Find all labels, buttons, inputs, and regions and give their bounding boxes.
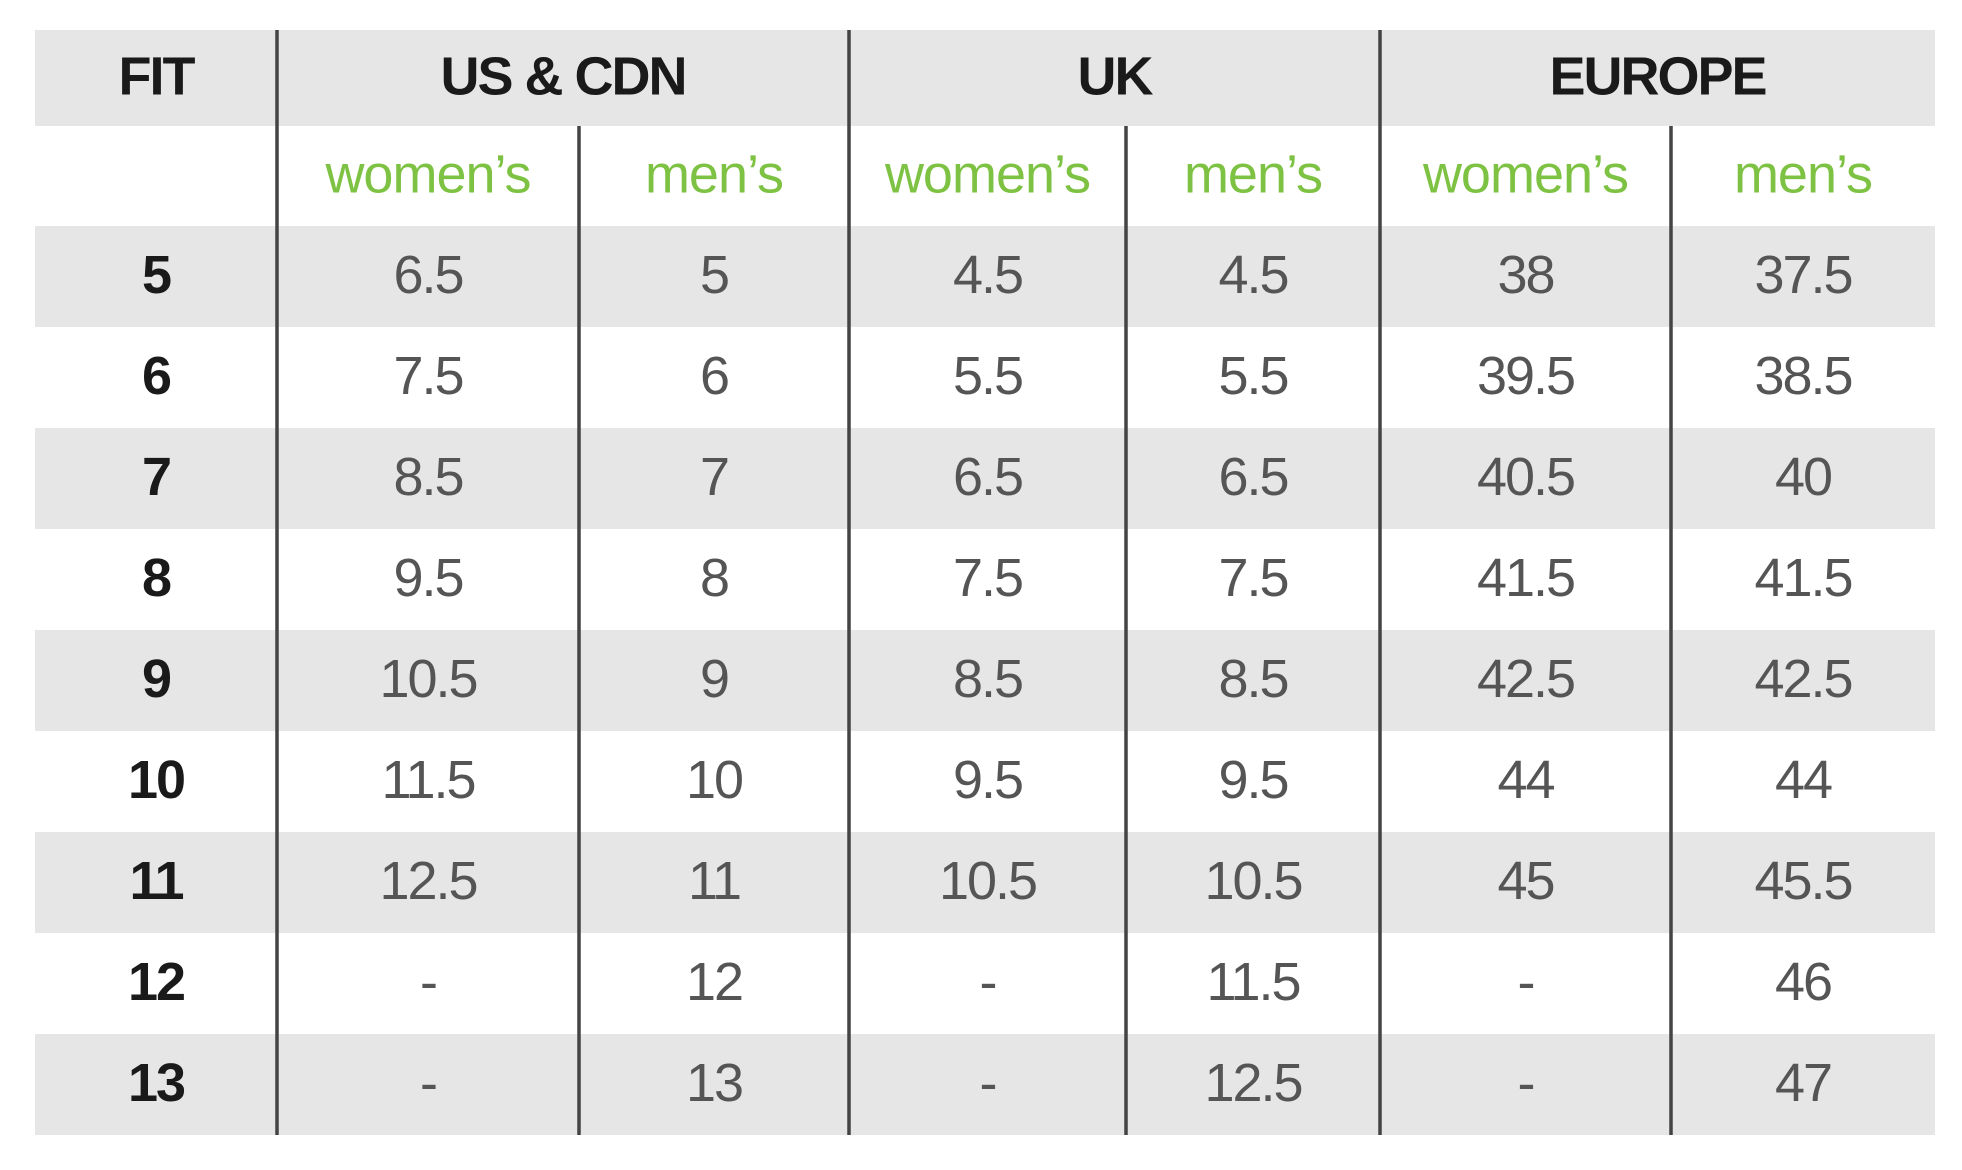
size-cell: 4.5 <box>1218 245 1287 305</box>
size-cell: 11.5 <box>1206 952 1299 1012</box>
size-cell: 41.5 <box>1754 548 1851 608</box>
size-cell: 7.5 <box>1218 548 1287 608</box>
size-cell: 45 <box>1497 851 1553 911</box>
size-cell: 10.5 <box>379 649 476 709</box>
fit-cell: 5 <box>142 245 171 305</box>
size-cell: 38.5 <box>1754 346 1851 406</box>
size-cell: 8.5 <box>393 447 462 507</box>
size-cell: 5 <box>700 245 728 305</box>
size-cell: 8.5 <box>1218 649 1287 709</box>
sub-header: men’s <box>645 144 783 204</box>
size-cell: 41.5 <box>1477 548 1574 608</box>
size-cell: 9.5 <box>953 750 1022 810</box>
fit-cell: 9 <box>142 649 171 709</box>
size-cell: 42.5 <box>1477 649 1574 709</box>
row-bg <box>35 1034 1935 1135</box>
size-cell: 37.5 <box>1754 245 1851 305</box>
size-cell: - <box>1518 952 1534 1012</box>
fit-cell: 7 <box>142 447 170 507</box>
size-cell: 39.5 <box>1477 346 1574 406</box>
size-cell: 12.5 <box>379 851 476 911</box>
size-cell: 4.5 <box>953 245 1022 305</box>
size-cell: 12 <box>686 952 742 1012</box>
fit-cell: 13 <box>128 1053 185 1113</box>
size-cell: 6 <box>700 346 728 406</box>
sub-header: women’s <box>1422 144 1628 204</box>
size-cell: 44 <box>1775 750 1832 810</box>
row-bg <box>35 630 1935 731</box>
row-bg <box>35 832 1935 933</box>
size-cell: 11.5 <box>381 750 474 810</box>
size-cell: 7 <box>700 447 728 507</box>
size-cell: 5.5 <box>1218 346 1287 406</box>
sub-header: men’s <box>1184 144 1322 204</box>
size-cell: 9.5 <box>1218 750 1287 810</box>
group-header: UK <box>1078 46 1154 106</box>
sub-header: men’s <box>1734 144 1872 204</box>
size-cell: - <box>980 1053 996 1113</box>
size-cell: 10.5 <box>939 851 1036 911</box>
row-bg <box>35 226 1935 327</box>
row-bg <box>35 428 1935 529</box>
size-cell: 7.5 <box>953 548 1022 608</box>
group-header: US & CDN <box>440 46 685 106</box>
size-cell: 11 <box>688 851 740 911</box>
size-cell: 42.5 <box>1754 649 1851 709</box>
size-cell: 10.5 <box>1204 851 1301 911</box>
size-cell: 8.5 <box>953 649 1022 709</box>
fit-header: FIT <box>119 46 196 106</box>
size-cell: 44 <box>1497 750 1554 810</box>
size-cell: 38 <box>1497 245 1553 305</box>
fit-cell: 11 <box>129 851 183 911</box>
size-cell: 9 <box>700 649 728 709</box>
sub-header: women’s <box>324 144 530 204</box>
size-cell: 5.5 <box>953 346 1022 406</box>
header-bg <box>35 30 1935 126</box>
sub-header: women’s <box>884 144 1090 204</box>
size-cell: 13 <box>686 1053 742 1113</box>
size-cell: 6.5 <box>953 447 1022 507</box>
fit-cell: 10 <box>128 750 184 810</box>
fit-cell: 8 <box>142 548 171 608</box>
size-cell: 7.5 <box>393 346 462 406</box>
size-cell: 45.5 <box>1754 851 1851 911</box>
size-cell: - <box>1518 1053 1534 1113</box>
size-cell: 9.5 <box>393 548 462 608</box>
size-cell: - <box>980 952 996 1012</box>
fit-cell: 6 <box>142 346 171 406</box>
size-cell: 6.5 <box>1218 447 1287 507</box>
size-cell: 12.5 <box>1204 1053 1301 1113</box>
size-cell: 47 <box>1775 1053 1831 1113</box>
size-cell: 46 <box>1775 952 1831 1012</box>
size-cell: 40 <box>1775 447 1831 507</box>
size-cell: 10 <box>686 750 742 810</box>
group-header: EUROPE <box>1549 46 1765 106</box>
size-cell: 6.5 <box>393 245 462 305</box>
size-cell: 40.5 <box>1477 447 1574 507</box>
size-cell: - <box>420 952 436 1012</box>
fit-cell: 12 <box>128 952 184 1012</box>
size-cell: 8 <box>700 548 728 608</box>
size-cell: - <box>420 1053 436 1113</box>
